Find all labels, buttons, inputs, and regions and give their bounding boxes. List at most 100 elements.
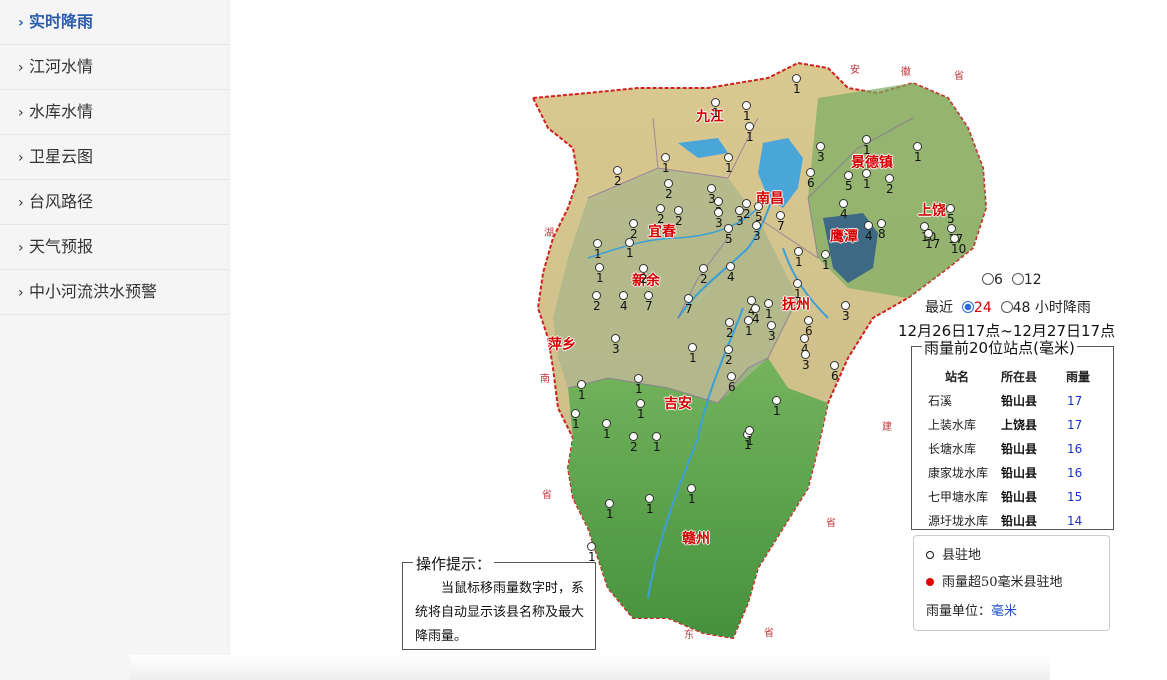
station-rain-value[interactable]: 7 bbox=[685, 302, 693, 316]
station-rain-value[interactable]: 1 bbox=[572, 417, 580, 431]
sidebar-item-reservoir-water[interactable]: › 水库水情 bbox=[0, 90, 229, 135]
station-marker[interactable] bbox=[806, 168, 815, 177]
table-row[interactable]: 康家垅水库 铅山县 16 bbox=[912, 461, 1115, 485]
station-rain-value[interactable]: 3 bbox=[612, 342, 620, 356]
station-rain-value[interactable]: 4 bbox=[752, 312, 760, 326]
station-rain-value[interactable]: 1 bbox=[745, 324, 753, 338]
station-rain-value[interactable]: 5 bbox=[845, 179, 853, 193]
table-row[interactable]: 石溪 铅山县 17 bbox=[912, 389, 1115, 413]
station-marker[interactable] bbox=[707, 184, 716, 193]
station-rain-value[interactable]: 4 bbox=[620, 299, 628, 313]
station-rain-value[interactable]: 1 bbox=[688, 492, 696, 506]
station-marker[interactable] bbox=[613, 166, 622, 175]
station-marker[interactable] bbox=[913, 142, 922, 151]
station-rain-value[interactable]: 1 bbox=[662, 161, 670, 175]
station-marker[interactable] bbox=[742, 101, 751, 110]
station-marker[interactable] bbox=[593, 239, 602, 248]
station-rain-value[interactable]: 5 bbox=[725, 232, 733, 246]
station-marker[interactable] bbox=[885, 174, 894, 183]
station-marker[interactable] bbox=[830, 361, 839, 370]
station-marker[interactable] bbox=[735, 206, 744, 215]
station-marker[interactable] bbox=[592, 291, 601, 300]
station-rain-value[interactable]: 1 bbox=[793, 82, 801, 96]
station-rain-value[interactable]: 2 bbox=[657, 212, 665, 226]
station-rain-value[interactable]: 2 bbox=[743, 207, 751, 221]
station-marker[interactable] bbox=[652, 432, 661, 441]
station-marker[interactable] bbox=[571, 409, 580, 418]
station-rain-value[interactable]: 3 bbox=[736, 214, 744, 228]
station-marker[interactable] bbox=[577, 380, 586, 389]
station-rain-value[interactable]: 1 bbox=[863, 143, 871, 157]
station-marker[interactable] bbox=[946, 204, 955, 213]
station-rain-value[interactable]: 1 bbox=[795, 255, 803, 269]
station-marker[interactable] bbox=[605, 499, 614, 508]
station-marker[interactable] bbox=[776, 211, 785, 220]
station-marker[interactable] bbox=[744, 316, 753, 325]
station-marker[interactable] bbox=[751, 304, 760, 313]
station-rain-value[interactable]: 1 bbox=[603, 427, 611, 441]
station-marker[interactable] bbox=[611, 334, 620, 343]
station-marker[interactable] bbox=[821, 250, 830, 259]
station-rain-value[interactable]: 17 bbox=[925, 237, 941, 251]
station-rain-value[interactable]: 1 bbox=[773, 404, 781, 418]
station-rain-value[interactable]: 1 bbox=[746, 434, 754, 448]
station-rain-value[interactable]: 1 bbox=[822, 258, 830, 272]
station-rain-value[interactable]: 6 bbox=[831, 369, 839, 383]
table-row[interactable]: 长塘水库 铅山县 16 bbox=[912, 437, 1115, 461]
station-marker[interactable] bbox=[816, 142, 825, 151]
station-rain-value[interactable]: 1 bbox=[712, 106, 720, 120]
station-marker[interactable] bbox=[841, 301, 850, 310]
station-marker[interactable] bbox=[804, 316, 813, 325]
station-marker[interactable] bbox=[595, 263, 604, 272]
station-rain-value[interactable]: 2 bbox=[675, 214, 683, 228]
station-marker[interactable] bbox=[724, 153, 733, 162]
station-rain-value[interactable]: 1 bbox=[596, 271, 604, 285]
station-rain-value[interactable]: 1 bbox=[594, 247, 602, 261]
station-rain-value[interactable]: 6 bbox=[805, 324, 813, 338]
station-rain-value[interactable]: 1 bbox=[744, 438, 752, 452]
station-marker[interactable] bbox=[742, 199, 751, 208]
station-rain-value[interactable]: 1 bbox=[637, 407, 645, 421]
radio-6h[interactable] bbox=[982, 273, 994, 285]
station-marker[interactable] bbox=[772, 396, 781, 405]
station-marker[interactable] bbox=[800, 334, 809, 343]
radio-24h[interactable] bbox=[961, 301, 974, 313]
station-marker[interactable] bbox=[950, 234, 959, 243]
station-rain-value[interactable]: 7 bbox=[777, 219, 785, 233]
station-marker[interactable] bbox=[636, 399, 645, 408]
station-rain-value[interactable]: 10 bbox=[951, 242, 967, 256]
station-marker[interactable] bbox=[864, 221, 873, 230]
station-marker[interactable] bbox=[724, 345, 733, 354]
station-marker[interactable] bbox=[862, 169, 871, 178]
station-marker[interactable] bbox=[711, 98, 720, 107]
station-rain-value[interactable]: 4 bbox=[865, 229, 873, 243]
sidebar-item-satellite-cloud[interactable]: › 卫星云图 bbox=[0, 135, 229, 180]
station-marker[interactable] bbox=[602, 419, 611, 428]
station-rain-value[interactable]: 8 bbox=[878, 227, 886, 241]
station-rain-value[interactable]: 1 bbox=[746, 130, 754, 144]
station-rain-value[interactable]: 4 bbox=[801, 342, 809, 356]
radio-12h[interactable] bbox=[1011, 273, 1024, 285]
station-marker[interactable] bbox=[801, 350, 810, 359]
station-rain-value[interactable]: 1 bbox=[689, 351, 697, 365]
station-marker[interactable] bbox=[745, 426, 754, 435]
table-row[interactable]: 七甲塘水库 铅山县 15 bbox=[912, 485, 1115, 509]
station-marker[interactable] bbox=[634, 374, 643, 383]
station-rain-value[interactable]: 1 bbox=[863, 177, 871, 191]
sidebar-item-typhoon-path[interactable]: › 台风路径 bbox=[0, 180, 229, 225]
station-marker[interactable] bbox=[684, 294, 693, 303]
station-rain-value[interactable]: 2 bbox=[630, 227, 638, 241]
station-marker[interactable] bbox=[699, 264, 708, 273]
station-rain-value[interactable]: 5 bbox=[755, 210, 763, 224]
station-marker[interactable] bbox=[587, 542, 596, 551]
station-marker[interactable] bbox=[726, 262, 735, 271]
station-marker[interactable] bbox=[752, 221, 761, 230]
station-rain-value[interactable]: 3 bbox=[802, 358, 810, 372]
station-rain-value[interactable]: 4 bbox=[840, 207, 848, 221]
station-rain-value[interactable]: 1 bbox=[606, 507, 614, 521]
station-rain-value[interactable]: 3 bbox=[842, 309, 850, 323]
sidebar-item-weather-forecast[interactable]: › 天气预报 bbox=[0, 225, 229, 270]
station-rain-value[interactable]: 2 bbox=[726, 326, 734, 340]
station-marker[interactable] bbox=[839, 199, 848, 208]
station-marker[interactable] bbox=[644, 291, 653, 300]
